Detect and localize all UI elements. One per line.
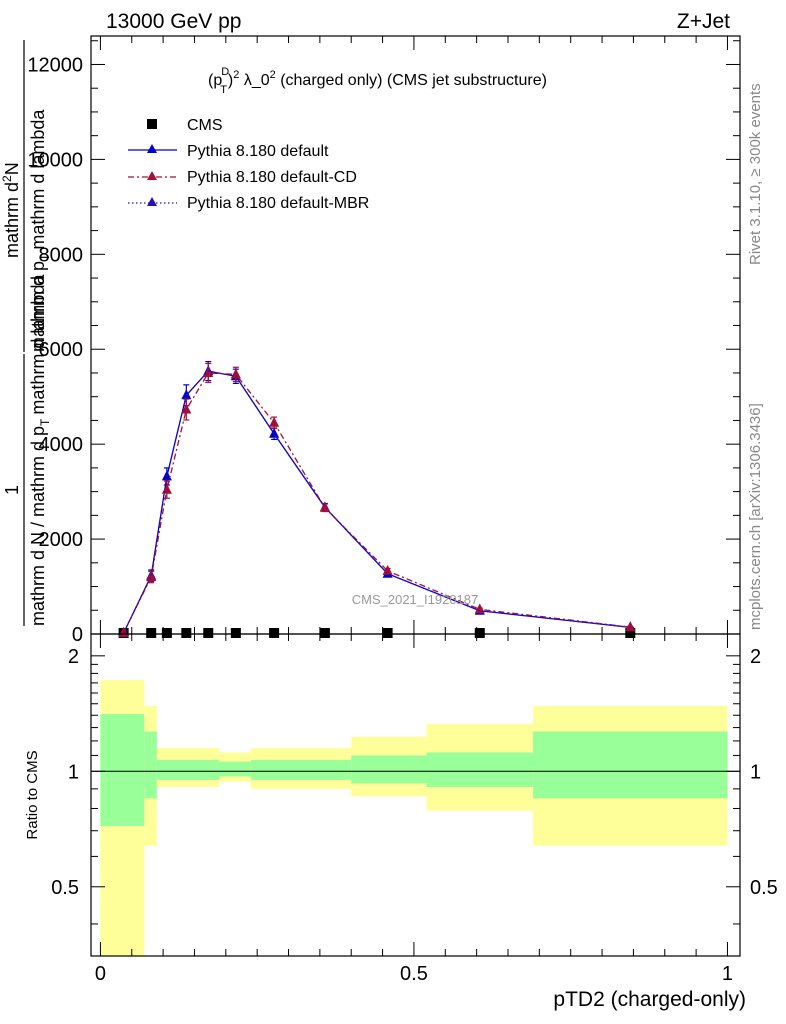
legend-marker-cms xyxy=(147,119,157,129)
main-ytick-label: 6000 xyxy=(39,339,84,361)
ratio-band-inner xyxy=(351,755,427,784)
ratio-band-inner xyxy=(219,761,251,777)
series-marker-dashdot xyxy=(230,368,241,379)
main-ytick-label: 0 xyxy=(72,624,83,646)
cms-data-point xyxy=(146,628,157,638)
cms-data-point xyxy=(230,628,241,638)
legend: CMS Pythia 8.180 default Pythia 8.180 de… xyxy=(128,117,369,212)
cms-data-point xyxy=(203,628,214,638)
series-marker-dashdot xyxy=(269,416,280,427)
series-marker-solid xyxy=(181,389,192,400)
series-marker-dashdot xyxy=(382,564,393,575)
main-axes: 0 2000 4000 6000 8000 10000 12000 xyxy=(27,36,740,646)
main-ytick-label: 10000 xyxy=(27,149,83,171)
header-collision-label: 13000 GeV pp xyxy=(106,10,241,33)
ratio-ytick-label: 2 xyxy=(68,646,79,668)
ratio-ytick-label: 0.5 xyxy=(51,877,79,899)
main-panel: 0 2000 4000 6000 8000 10000 12000 (pD T)2 λ_02 … xyxy=(27,35,741,646)
legend-marker-default xyxy=(147,144,157,153)
ylabel-denominator: mathrm d N / mathrm d pTmathrm d lambda xyxy=(28,274,52,626)
mcplots-credit-label: mcplots.cern.ch [arXiv:1306.3436] xyxy=(747,403,764,630)
series-line-dotted xyxy=(123,370,631,634)
main-ytick-label: 8000 xyxy=(39,244,84,266)
main-ytick-label: 4000 xyxy=(39,434,84,456)
main-data-marks xyxy=(118,360,636,638)
series-marker-dashdot xyxy=(181,403,192,414)
cms-data-point xyxy=(181,628,192,638)
cms-data-point xyxy=(319,628,330,638)
ratio-band-inner xyxy=(533,731,728,799)
cms-data-point xyxy=(625,628,636,638)
ratio-band-inner xyxy=(426,752,534,788)
legend-label-cms: CMS xyxy=(187,117,223,134)
ratio-frame xyxy=(90,633,741,957)
ratio-band-inner xyxy=(100,714,145,827)
series-marker-dashdot xyxy=(161,483,172,494)
main-ylabel: 1 mathrm d N / mathrm d pTmathrm d lambd… xyxy=(0,40,52,626)
ratio-band-inner xyxy=(156,760,220,780)
series-marker-dashdot xyxy=(146,571,157,582)
main-ytick-label: 12000 xyxy=(27,54,83,76)
rivet-version-label: Rivet 3.1.10, ≥ 300k events xyxy=(747,83,764,265)
ylabel-numerator: 1 xyxy=(2,485,22,495)
cms-data-point xyxy=(269,628,280,638)
header-process-label: Z+Jet xyxy=(677,10,730,33)
legend-label-cd: Pythia 8.180 default-CD xyxy=(187,169,357,186)
ratio-panel: 0.5 0.5 1 1 2 2 0 0.5 1 xyxy=(51,633,778,985)
series-marker-dashdot xyxy=(319,501,330,512)
analysis-watermark: CMS_2021_I1920187 xyxy=(352,592,479,607)
cms-data-point xyxy=(474,628,485,638)
cms-data-point xyxy=(382,628,393,638)
ylabel-inner-numerator: mathrm d2N xyxy=(0,162,22,258)
ratio-axes: 0.5 0.5 1 1 2 2 0 0.5 1 xyxy=(51,634,778,985)
ylabel-inner-denominator: mathrm d pTmathrm d lambda xyxy=(28,109,52,352)
plot-title: (pD T)2 λ_02 (charged only) (CMS jet subs… xyxy=(208,66,547,96)
x-axis-title: pTD2 (charged-only) xyxy=(553,988,746,1011)
series-marker-dashdot xyxy=(474,603,485,614)
ratio-xtick-label: 0.5 xyxy=(400,963,428,985)
ratio-ytick-label-right: 1 xyxy=(750,761,761,783)
series-marker-dashdot xyxy=(625,621,636,632)
legend-label-default: Pythia 8.180 default xyxy=(187,143,329,160)
ratio-ytick-label: 1 xyxy=(68,761,79,783)
ratio-ylabel: Ratio to CMS xyxy=(24,750,41,839)
ratio-xtick-label: 0 xyxy=(95,963,106,985)
ratio-bands xyxy=(100,679,728,956)
ratio-ytick-label-right: 0.5 xyxy=(750,877,778,899)
ratio-band-inner xyxy=(144,731,157,799)
main-ytick-label: 2000 xyxy=(39,529,84,551)
ratio-ytick-label-right: 2 xyxy=(750,646,761,668)
legend-marker-cd xyxy=(147,171,157,180)
ratio-band-inner xyxy=(250,760,352,780)
cms-data-point xyxy=(161,628,172,638)
legend-label-mbr: Pythia 8.180 default-MBR xyxy=(187,195,369,212)
ratio-xtick-label: 1 xyxy=(722,963,733,985)
legend-marker-mbr xyxy=(147,197,157,206)
